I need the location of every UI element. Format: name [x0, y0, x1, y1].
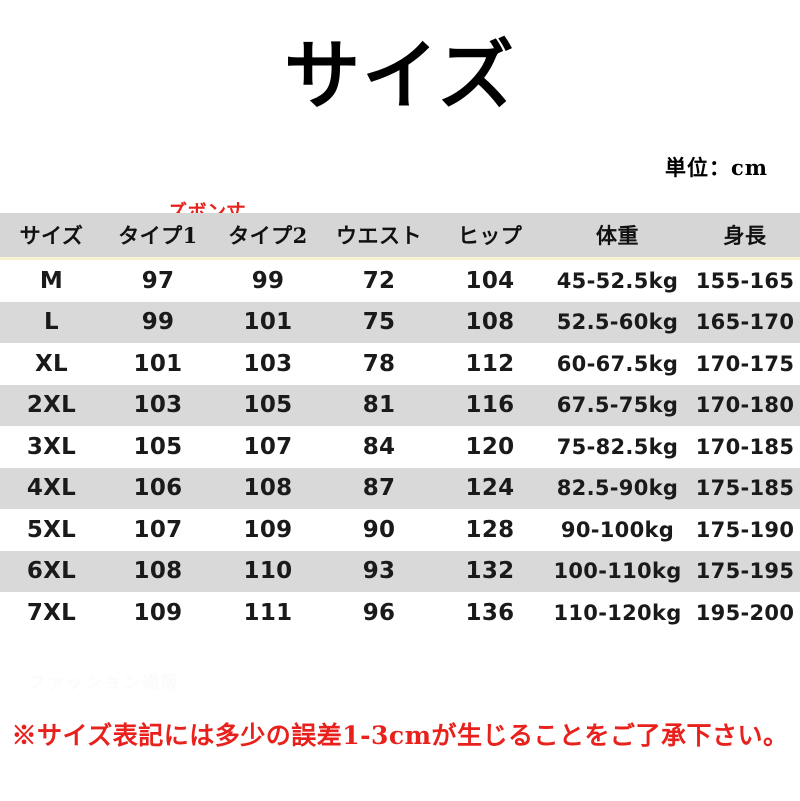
cell-hip: 112	[435, 343, 545, 385]
column-header-height: 身長	[690, 213, 800, 259]
cell-type2: 105	[213, 384, 323, 426]
size-table: サイズ タイプ1 タイプ2 ウエスト ヒップ 体重 身長 M 97 99 72 104 45-52.5…	[0, 213, 800, 634]
cell-height: 175-195	[690, 550, 800, 592]
cell-type1: 105	[103, 426, 213, 468]
table-header-row: サイズ タイプ1 タイプ2 ウエスト ヒップ 体重 身長	[0, 213, 800, 259]
cell-type2: 108	[213, 467, 323, 509]
cell-size: XL	[0, 343, 103, 385]
cell-waist: 72	[323, 258, 435, 302]
column-header-type2: タイプ2	[213, 213, 323, 259]
cell-size: 2XL	[0, 384, 103, 426]
cell-hip: 132	[435, 550, 545, 592]
cell-hip: 120	[435, 426, 545, 468]
cell-weight: 75-82.5kg	[545, 426, 690, 468]
cell-type2: 107	[213, 426, 323, 468]
table-row: 4XL 106 108 87 124 82.5-90kg 175-185	[0, 467, 800, 509]
table-row: M 97 99 72 104 45-52.5kg 155-165	[0, 258, 800, 302]
cell-type1: 101	[103, 343, 213, 385]
cell-size: M	[0, 258, 103, 302]
cell-waist: 96	[323, 592, 435, 634]
cell-height: 170-175	[690, 343, 800, 385]
cell-height: 175-185	[690, 467, 800, 509]
cell-waist: 75	[323, 301, 435, 343]
cell-waist: 78	[323, 343, 435, 385]
unit-note: 単位：cm	[664, 155, 768, 180]
column-header-type1: タイプ1	[103, 213, 213, 259]
cell-weight: 60-67.5kg	[545, 343, 690, 385]
cell-height: 155-165	[690, 258, 800, 302]
cell-weight: 82.5-90kg	[545, 467, 690, 509]
size-disclaimer: ※サイズ表記には多少の誤差1-3cmが生じることをご了承下さい。	[11, 721, 789, 750]
cell-weight: 67.5-75kg	[545, 384, 690, 426]
cell-waist: 81	[323, 384, 435, 426]
cell-size: L	[0, 301, 103, 343]
cell-type1: 103	[103, 384, 213, 426]
table-row: XL 101 103 78 112 60-67.5kg 170-175	[0, 343, 800, 385]
table-row: 2XL 103 105 81 116 67.5-75kg 170-180	[0, 384, 800, 426]
cell-size: 3XL	[0, 426, 103, 468]
column-header-size: サイズ	[0, 213, 103, 259]
watermark-text: ファッション通販	[28, 673, 180, 692]
cell-type1: 107	[103, 509, 213, 551]
cell-height: 165-170	[690, 301, 800, 343]
cell-type1: 108	[103, 550, 213, 592]
cell-type1: 106	[103, 467, 213, 509]
cell-type1: 97	[103, 258, 213, 302]
cell-waist: 87	[323, 467, 435, 509]
table-row: 3XL 105 107 84 120 75-82.5kg 170-185	[0, 426, 800, 468]
cell-height: 170-185	[690, 426, 800, 468]
cell-hip: 108	[435, 301, 545, 343]
cell-hip: 124	[435, 467, 545, 509]
cell-weight: 90-100kg	[545, 509, 690, 551]
column-header-weight: 体重	[545, 213, 690, 259]
page-title: サイズ	[284, 31, 516, 120]
cell-type2: 110	[213, 550, 323, 592]
table-row: 6XL 108 110 93 132 100-110kg 175-195	[0, 550, 800, 592]
cell-size: 7XL	[0, 592, 103, 634]
column-header-hip: ヒップ	[435, 213, 545, 259]
cell-hip: 116	[435, 384, 545, 426]
table-body: M 97 99 72 104 45-52.5kg 155-165 L 99 101 75 108 52.…	[0, 258, 800, 634]
cell-height: 175-190	[690, 509, 800, 551]
table-row: L 99 101 75 108 52.5-60kg 165-170	[0, 301, 800, 343]
cell-type1: 109	[103, 592, 213, 634]
cell-weight: 110-120kg	[545, 592, 690, 634]
cell-size: 6XL	[0, 550, 103, 592]
cell-waist: 93	[323, 550, 435, 592]
cell-weight: 52.5-60kg	[545, 301, 690, 343]
cell-type2: 111	[213, 592, 323, 634]
cell-type2: 99	[213, 258, 323, 302]
cell-size: 4XL	[0, 467, 103, 509]
cell-size: 5XL	[0, 509, 103, 551]
cell-hip: 136	[435, 592, 545, 634]
cell-weight: 45-52.5kg	[545, 258, 690, 302]
cell-height: 195-200	[690, 592, 800, 634]
cell-hip: 128	[435, 509, 545, 551]
cell-type2: 101	[213, 301, 323, 343]
cell-waist: 90	[323, 509, 435, 551]
cell-type2: 103	[213, 343, 323, 385]
column-header-waist: ウエスト	[323, 213, 435, 259]
cell-type2: 109	[213, 509, 323, 551]
size-table-container: サイズ タイプ1 タイプ2 ウエスト ヒップ 体重 身長 M 97 99 72 104 45-52.5…	[0, 213, 800, 634]
cell-weight: 100-110kg	[545, 550, 690, 592]
cell-waist: 84	[323, 426, 435, 468]
cell-type1: 99	[103, 301, 213, 343]
table-row: 5XL 107 109 90 128 90-100kg 175-190	[0, 509, 800, 551]
table-row: 7XL 109 111 96 136 110-120kg 195-200	[0, 592, 800, 634]
cell-height: 170-180	[690, 384, 800, 426]
table-header: サイズ タイプ1 タイプ2 ウエスト ヒップ 体重 身長	[0, 213, 800, 259]
cell-hip: 104	[435, 258, 545, 302]
